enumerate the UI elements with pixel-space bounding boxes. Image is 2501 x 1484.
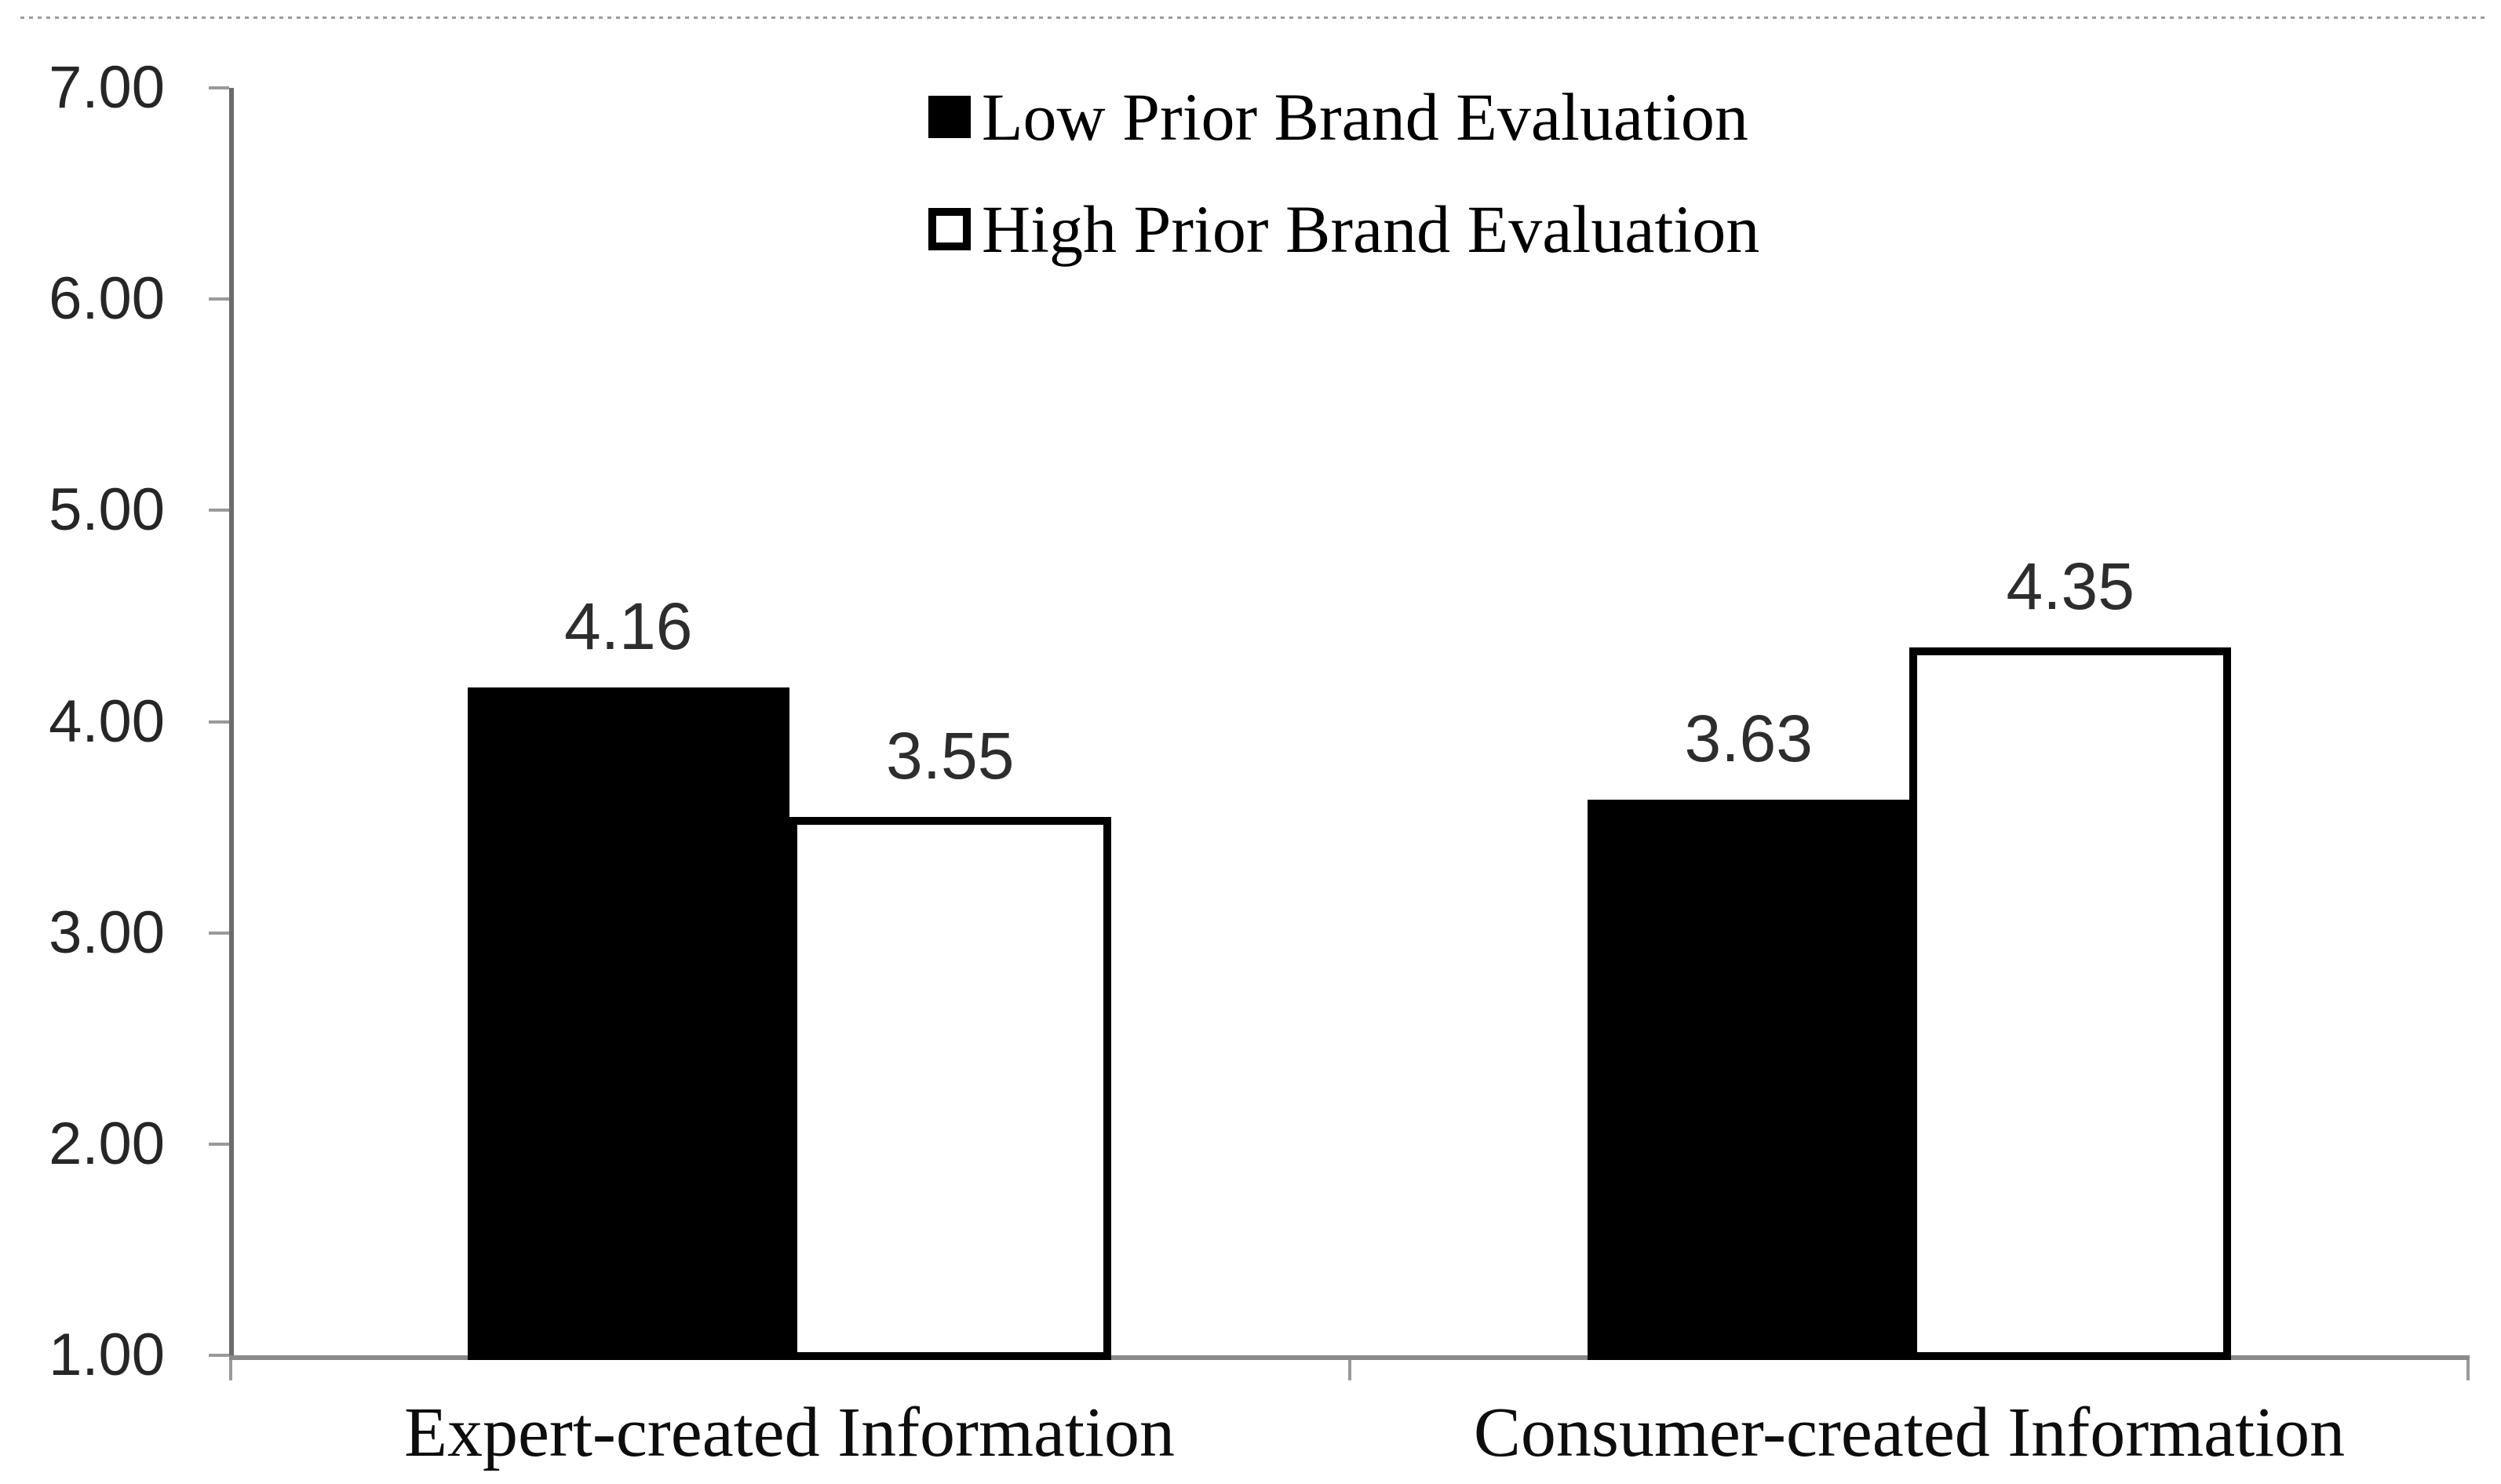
legend: Low Prior Brand Evaluation High Prior Br… [928,81,1759,305]
y-axis-line [229,88,234,1360]
y-axis-tick-1.00 [209,1354,229,1357]
bar-high-prior-expert [789,816,1111,1360]
bar-high-prior-consumer [1909,647,2232,1360]
y-axis-tick-label-4.00: 4.00 [49,687,165,755]
y-axis-tick-3.00 [209,931,229,935]
y-axis-tick-2.00 [209,1142,229,1146]
legend-swatch-black-square [928,96,971,138]
legend-label-low-prior: Low Prior Brand Evaluation [982,79,1748,155]
x-axis-tick-2 [2466,1360,2470,1380]
y-axis-tick-label-1.00: 1.00 [49,1322,165,1388]
top-rule [20,16,2485,19]
bar-low-prior-expert [467,687,789,1360]
x-axis-tick-0 [229,1360,232,1380]
category-label-expert-created: Expert-created Information [403,1394,1175,1471]
x-axis-line [229,1355,2470,1360]
legend-swatch-white-square [928,208,971,250]
y-axis-tick-7.00 [209,86,229,89]
value-label-bar-high-prior-expert: 3.55 [886,718,1015,793]
y-axis-tick-6.00 [209,297,229,301]
value-label-bar-low-prior-expert: 4.16 [564,589,693,664]
y-axis-tick-label-7.00: 7.00 [49,54,165,121]
bar-low-prior-consumer [1588,800,1910,1360]
x-axis-tick-1 [1347,1360,1351,1380]
value-label-bar-high-prior-consumer: 4.35 [2006,549,2135,624]
legend-label-high-prior: High Prior Brand Evaluation [982,191,1760,267]
y-axis-tick-label-2.00: 2.00 [49,1110,165,1177]
category-label-consumer-created: Consumer-created Information [1473,1394,2346,1471]
value-label-bar-low-prior-consumer: 3.63 [1684,702,1814,776]
y-axis-tick-5.00 [209,509,229,512]
y-axis-tick-label-5.00: 5.00 [49,476,165,544]
legend-item-high-prior: High Prior Brand Evaluation [928,193,1759,265]
y-axis-tick-4.00 [209,720,229,724]
y-axis-tick-label-3.00: 3.00 [49,899,165,966]
y-axis-tick-label-6.00: 6.00 [49,265,165,333]
legend-item-low-prior: Low Prior Brand Evaluation [928,81,1759,153]
